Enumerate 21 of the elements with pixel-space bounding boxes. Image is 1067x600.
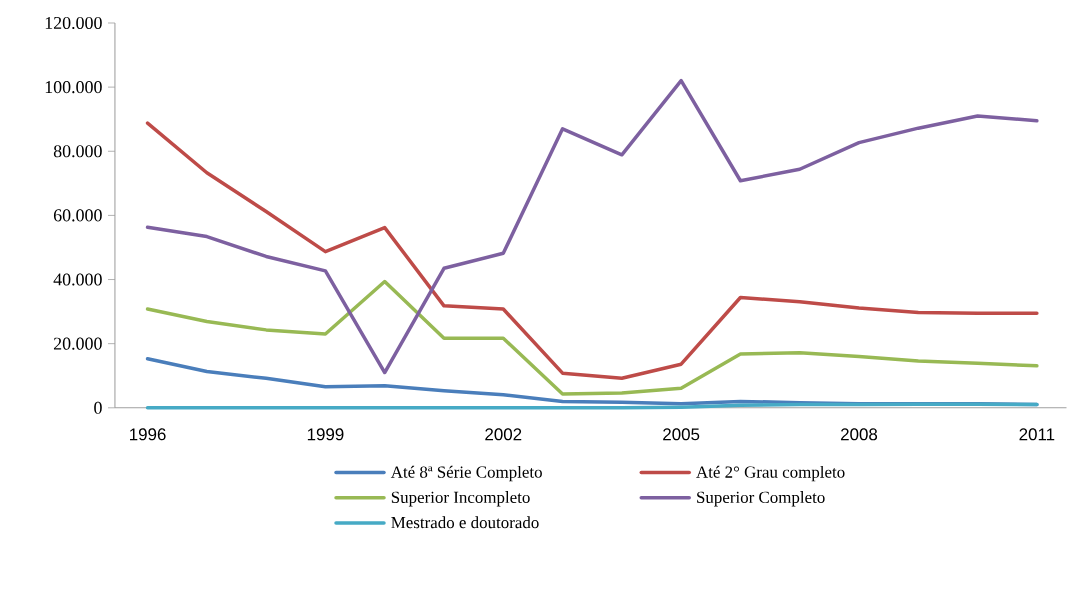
y-tick-label: 100.000: [45, 81, 102, 94]
x-tick-label: 2005: [663, 428, 700, 441]
legend-label: Superior Incompleto: [391, 491, 530, 507]
line-series: [145, 121, 1039, 381]
legend-label: Até 2° Grau completo: [696, 466, 845, 482]
x-tick-label: 1999: [307, 428, 344, 441]
y-tick-label: 80.000: [53, 145, 102, 158]
y-tick-label: 40.000: [53, 273, 102, 286]
x-tick-label: 2002: [485, 428, 522, 441]
y-tick-label: 20.000: [53, 337, 102, 350]
legend-label: Mestrado e doutorado: [391, 516, 539, 529]
x-tick-label: 2008: [841, 428, 878, 441]
y-tick-label: 120.000: [45, 17, 102, 30]
legend-label: Até 8ª Série Completo: [390, 466, 542, 482]
x-tick-label: 1996: [130, 428, 166, 441]
x-tick-label: 2011: [1019, 428, 1055, 441]
y-tick-label: 0: [94, 401, 102, 414]
line-series: [145, 279, 1039, 396]
legend-label: Superior Completo: [697, 491, 825, 507]
y-tick-label: 60.000: [53, 209, 102, 222]
line-series: [145, 79, 1039, 375]
